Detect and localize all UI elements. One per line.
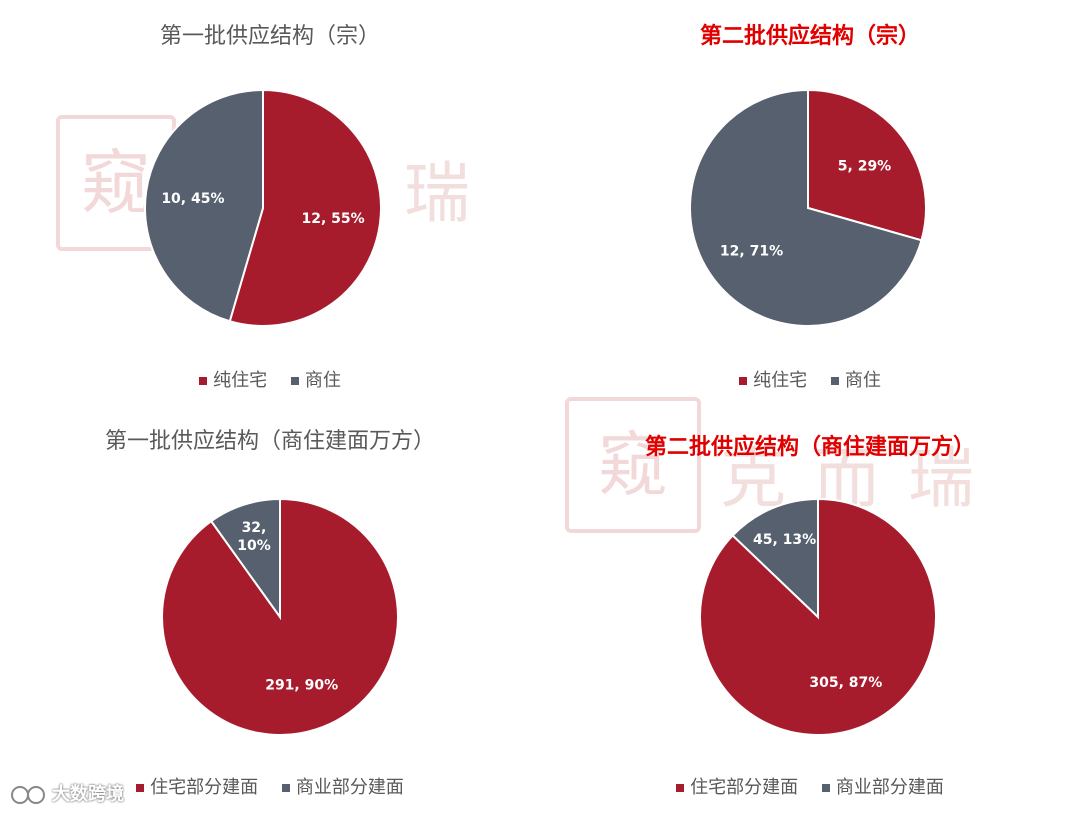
legend-swatch [676,784,685,792]
legend: 纯住宅 商住 [540,366,1080,392]
legend-label: 纯住宅 [753,370,808,391]
slice-data-label-0: 12, 55% [301,211,364,227]
pie-chart: 5, 29% 12, 71% [689,88,927,327]
legend-item-residential: 纯住宅 [199,366,267,392]
chart-panel-area-batch-2: 第二批供应结构（商住建面万方） 305, 87% 45, 13% 住宅部分建面 商… [540,407,1080,814]
legend-swatch [739,377,748,385]
legend-label: 商住 [304,370,341,391]
chart-panel-area-batch-1: 第一批供应结构（商住建面万方） 291, 90% 32, 10% 住宅部分建面 商业… [0,407,540,814]
chart-title: 第一批供应结构（宗） [159,24,380,49]
chart-title: 第二批供应结构（商住建面万方） [644,435,975,460]
pie-chart: 12, 55% 10, 45% [144,88,382,327]
pie-slice-1 [209,497,281,621]
legend-item-commercial: 商业部分建面 [821,773,944,799]
legend-label: 商业部分建面 [835,777,944,798]
pie-slice-1 [689,88,923,327]
chart-title: 第二批供应结构（宗） [699,24,920,49]
legend-swatch [290,377,299,385]
legend-item-residential: 纯住宅 [739,366,807,392]
legend-item-commercial: 商业部分建面 [281,773,404,799]
slice-data-label-0: 305, 87% [809,675,882,691]
legend-label: 住宅部分建面 [690,777,799,798]
slice-data-label-1: 45, 13% [753,532,816,548]
legend-swatch [830,377,839,385]
legend-item-commercial: 商住 [290,366,341,392]
legend-label: 商业部分建面 [295,777,404,798]
legend-item-residential: 住宅部分建面 [676,773,798,799]
pie-slice-0 [807,88,927,242]
legend-label: 住宅部分建面 [150,777,259,798]
pie-chart: 291, 90% 32, 10% [161,497,399,736]
chart-panel-lots-batch-1: 第一批供应结构（宗） 12, 55% 10, 45% 纯住宅 商住 [0,0,540,407]
slice-data-label-1: 12, 71% [720,244,783,260]
legend-swatch [821,784,830,792]
slice-data-label-0: 291, 90% [265,677,338,693]
slice-data-label-1: 10, 45% [161,191,224,207]
legend: 住宅部分建面 商业部分建面 [540,773,1080,799]
chart-title: 第一批供应结构（商住建面万方） [104,429,435,454]
watermark-seal-2: 窥 [565,397,701,533]
legend-item-residential: 住宅部分建面 [136,773,258,799]
legend-swatch [136,784,145,792]
legend-label: 商住 [844,370,881,391]
legend: 纯住宅 商住 [0,366,540,392]
legend-swatch [281,784,290,792]
weibo-icon [11,786,45,804]
slice-data-label-0: 5, 29% [838,158,891,174]
legend-label: 纯住宅 [213,370,268,391]
pie-slice-1 [731,497,819,620]
pie-chart: 305, 87% 45, 13% [699,497,937,736]
footer-brand: 大数跨境 [52,784,124,805]
legend-swatch [199,377,208,385]
pie-slice-0 [228,88,382,327]
pie-slice-1 [144,88,264,323]
chart-panel-lots-batch-2: 第二批供应结构（宗） 5, 29% 12, 71% 纯住宅 商住 [540,0,1080,407]
slice-data-label-1: 32, 10% [237,520,271,554]
legend: 住宅部分建面 商业部分建面 [0,773,540,799]
legend-item-commercial: 商住 [830,366,881,392]
